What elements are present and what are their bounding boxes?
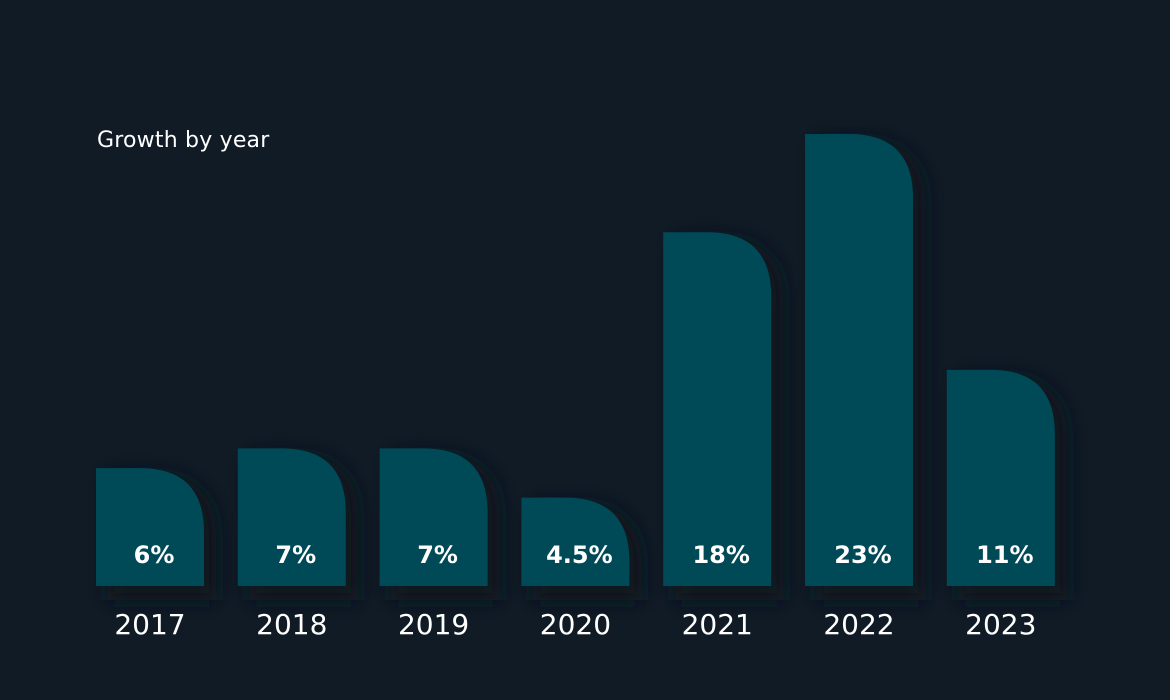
bar-value-label-2017: 6% <box>134 541 175 569</box>
bar-value-label-2019: 7% <box>417 541 458 569</box>
x-tick-label-2018: 2018 <box>256 608 327 641</box>
x-tick-label-2021: 2021 <box>682 608 753 641</box>
chart-title: Growth by year <box>97 128 270 153</box>
bar-2021 <box>663 232 772 586</box>
bar-2017 <box>96 468 204 586</box>
bar-value-label-2021: 18% <box>692 541 749 569</box>
bar-value-label-2020: 4.5% <box>546 541 613 569</box>
x-tick-label-2023: 2023 <box>965 608 1036 641</box>
x-tick-label-2017: 2017 <box>114 608 185 641</box>
bar-2023 <box>946 369 1055 586</box>
bar-value-label-2023: 11% <box>976 541 1033 569</box>
x-tick-label-2019: 2019 <box>398 608 469 641</box>
bar-2022 <box>805 134 913 586</box>
bar-value-label-2022: 23% <box>834 541 891 569</box>
bar-2018 <box>237 448 346 586</box>
x-tick-label-2020: 2020 <box>540 608 611 641</box>
bar-value-label-2018: 7% <box>275 541 316 569</box>
x-tick-label-2022: 2022 <box>823 608 894 641</box>
bar-2019 <box>379 448 488 586</box>
bar-2020 <box>521 497 630 586</box>
